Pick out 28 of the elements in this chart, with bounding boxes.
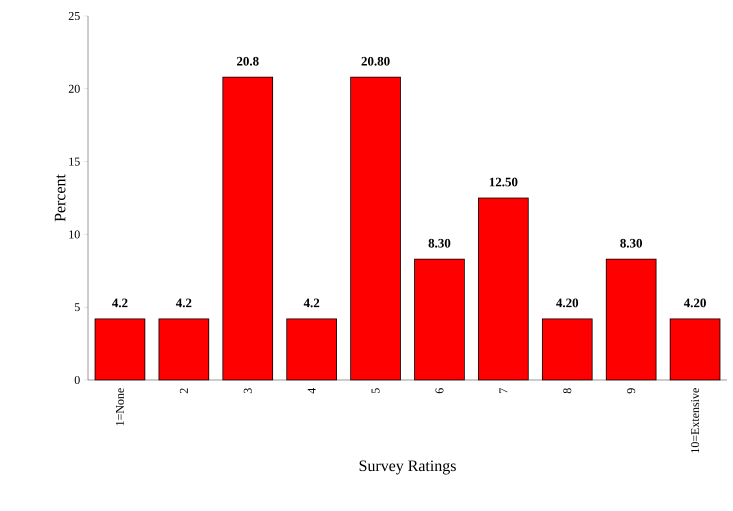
data-label: 4.20	[556, 298, 578, 308]
y-tick-label: 20	[68, 84, 80, 93]
y-tick-label: 10	[69, 230, 80, 238]
x-tick-label: 4	[308, 388, 316, 394]
x-tick-label: 8	[563, 388, 572, 394]
x-tick-label: 5	[372, 388, 380, 394]
y-tick-label: 15	[69, 158, 80, 166]
data-label: 4.2	[176, 298, 192, 308]
x-tick-label: 9	[627, 388, 636, 394]
data-label: 20.80	[362, 56, 390, 66]
data-label: 8.30	[620, 238, 642, 248]
x-tick-label: 7	[499, 388, 508, 393]
data-label: 4.2	[304, 298, 320, 308]
y-axis-title: Percent	[54, 174, 66, 222]
y-tick-label: 5	[74, 303, 80, 312]
y-tick-label: 0	[74, 376, 80, 384]
data-label: 4.2	[112, 298, 128, 308]
x-tick-label: 3	[244, 388, 252, 394]
x-tick-label: 6	[435, 388, 444, 394]
data-label: 20.8	[236, 56, 259, 66]
data-label: 8.30	[428, 238, 450, 248]
y-tick-label: 25	[68, 12, 80, 20]
x-tick-label: 1=None	[116, 388, 124, 426]
x-axis-title: Survey Ratings	[360, 460, 456, 474]
data-label: 4.20	[684, 298, 706, 308]
x-tick-label: 2	[180, 388, 188, 394]
x-tick-label: 10=Extensive	[691, 388, 700, 453]
data-label: 12.50	[490, 178, 518, 186]
